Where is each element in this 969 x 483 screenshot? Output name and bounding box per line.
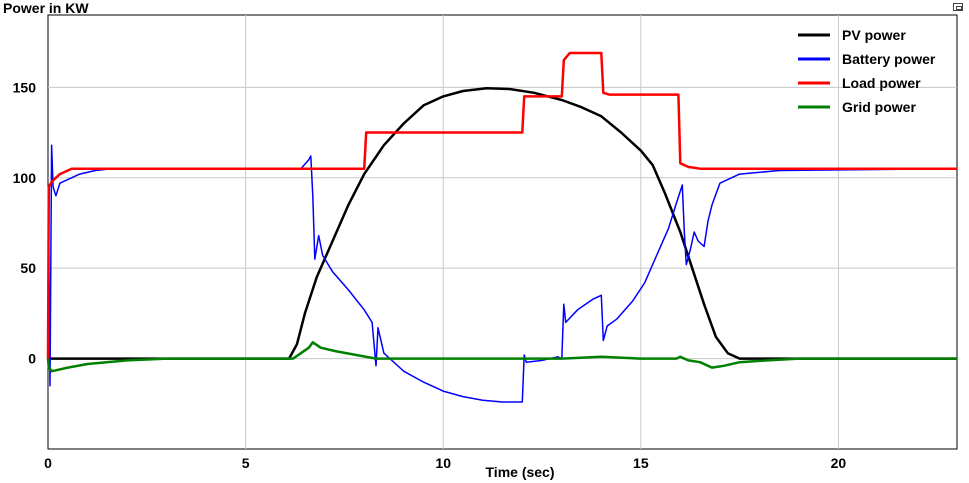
- legend-label: Battery power: [842, 51, 936, 67]
- x-axis-label: Time (sec): [486, 464, 555, 480]
- y-tick-label: 150: [13, 79, 37, 95]
- x-tick-label: 0: [44, 455, 52, 471]
- y-tick-label: 50: [20, 260, 36, 276]
- series-line-load-power: [46, 51, 957, 359]
- legend: PV power Battery power Load power Grid powe…: [798, 27, 936, 115]
- series-lines: [46, 51, 958, 403]
- legend-label: Load power: [842, 75, 921, 91]
- legend-label: Grid power: [842, 99, 916, 115]
- chart-title: Power in KW: [3, 0, 89, 16]
- tick-labels: 0 5 10 15 20 0 50 100 150: [13, 79, 847, 471]
- x-tick-label: 20: [831, 455, 847, 471]
- y-tick-label: 0: [28, 351, 36, 367]
- x-tick-label: 10: [435, 455, 451, 471]
- legend-label: PV power: [842, 27, 906, 43]
- plot-area: [47, 14, 958, 450]
- series-line-grid-power: [46, 341, 957, 373]
- x-tick-label: 5: [242, 455, 250, 471]
- restore-window-icon[interactable]: [953, 3, 963, 11]
- x-tick-label: 15: [633, 455, 649, 471]
- y-tick-label: 100: [13, 170, 37, 186]
- series-line-pv-power: [48, 86, 957, 360]
